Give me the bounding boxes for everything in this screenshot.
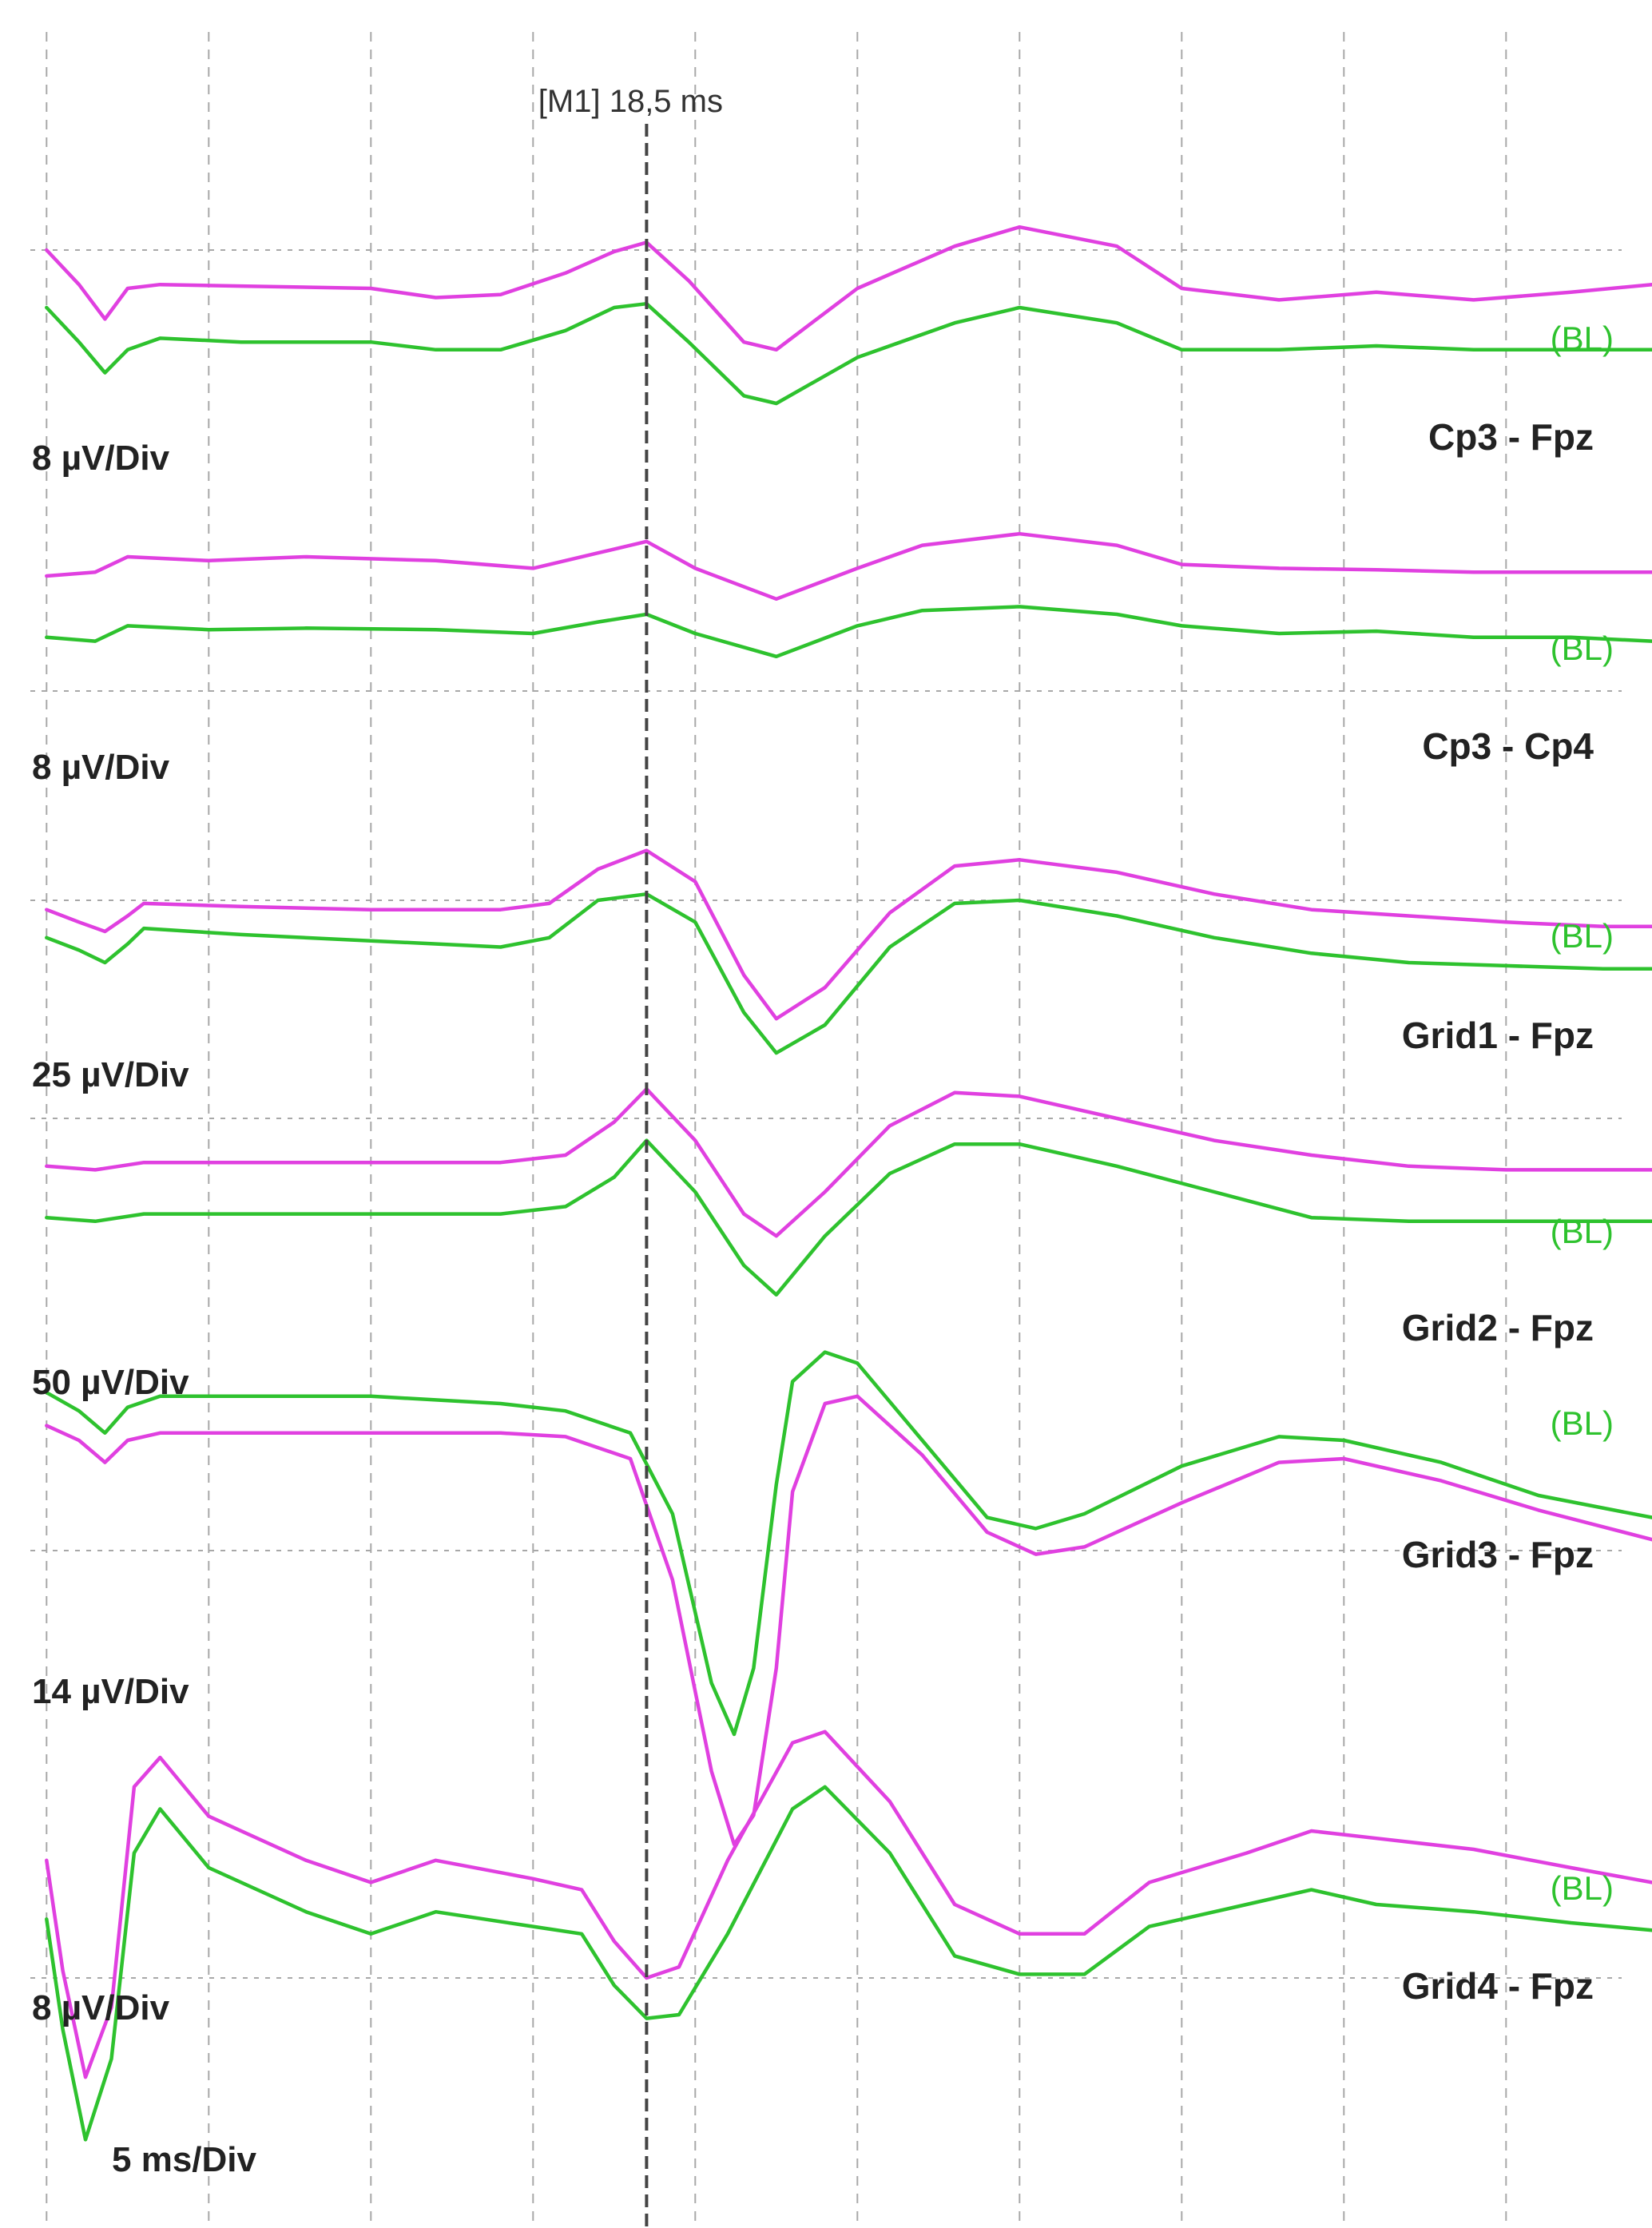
channel-name-label: Grid1 - Fpz xyxy=(1402,1015,1594,1056)
channel-scale-label: 8 µV/Div xyxy=(32,748,170,787)
channel-name-label: Grid4 - Fpz xyxy=(1402,1965,1594,2007)
time-base-label: 5 ms/Div xyxy=(112,2140,257,2179)
magenta-trace-6 xyxy=(45,1730,1652,2079)
magenta-trace-2 xyxy=(45,531,1652,602)
channel-scale-label: 14 µV/Div xyxy=(32,1672,189,1711)
channel-name-label: Grid2 - Fpz xyxy=(1402,1307,1594,1348)
channel-scale-label: 25 µV/Div xyxy=(32,1055,189,1094)
green-trace-2 xyxy=(45,605,1652,659)
green-trace-6 xyxy=(45,1785,1652,2142)
channel-scale-label: 8 µV/Div xyxy=(32,1988,170,2027)
baseline-marker-label: (BL) xyxy=(1551,1869,1614,1907)
channel-scale-label: 8 µV/Div xyxy=(32,439,170,478)
horizontal-grid xyxy=(30,249,1622,1979)
vertical-grid xyxy=(46,32,1507,2228)
baseline-marker-label: (BL) xyxy=(1551,1404,1614,1442)
baseline-marker-label: (BL) xyxy=(1551,1213,1614,1250)
green-trace-1 xyxy=(45,301,1652,406)
baseline-marker-label: (BL) xyxy=(1551,629,1614,667)
channel-labels: 8 µV/Div Cp3 - Fpz (BL) 8 µV/Div Cp3 - Cp4 (B… xyxy=(32,320,1614,2027)
baseline-marker-label: (BL) xyxy=(1551,917,1614,955)
channel-name-label: Grid3 - Fpz xyxy=(1402,1534,1594,1575)
magenta-trace-3 xyxy=(45,848,1652,1021)
marker-cursor-label[interactable]: [M1] 18,5 ms xyxy=(538,84,723,119)
magenta-trace-5 xyxy=(45,1394,1652,1847)
trace-layer xyxy=(45,224,1652,2142)
green-trace-4 xyxy=(45,1138,1652,1297)
channel-name-label: Cp3 - Fpz xyxy=(1428,416,1594,458)
green-trace-5 xyxy=(45,1350,1652,1737)
channel-scale-label: 50 µV/Div xyxy=(32,1363,189,1402)
magenta-trace-4 xyxy=(45,1086,1652,1238)
green-trace-3 xyxy=(45,892,1652,1055)
baseline-marker-label: (BL) xyxy=(1551,320,1614,357)
magenta-trace-1 xyxy=(45,224,1652,352)
channel-name-label: Cp3 - Cp4 xyxy=(1422,725,1594,767)
